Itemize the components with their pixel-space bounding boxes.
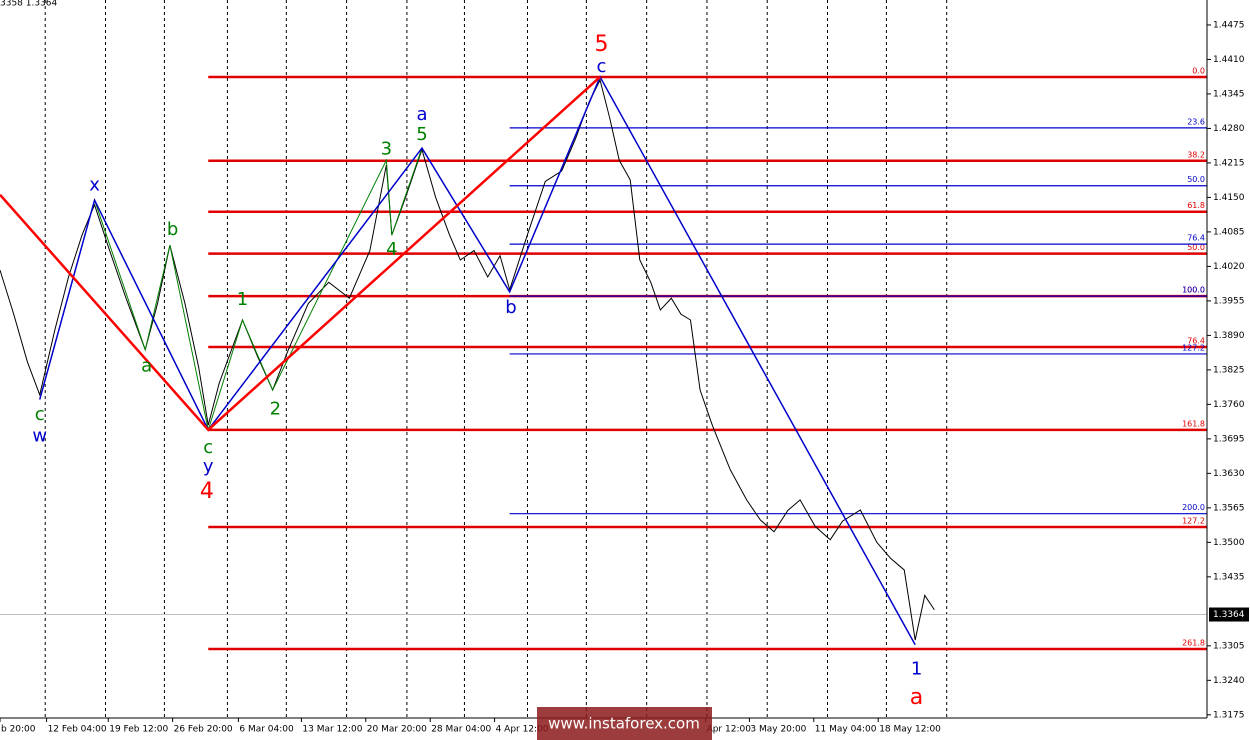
wave-label: a — [416, 104, 427, 125]
fib-label: 127.2 — [1182, 516, 1205, 525]
wave-label: w — [32, 426, 47, 447]
x-tick-label: 4 Apr 12:00 — [496, 725, 549, 735]
fib-label: 161.8 — [1182, 419, 1205, 428]
y-tick-label: 1.3695 — [1213, 434, 1245, 444]
x-tick-label: 20 Mar 20:00 — [367, 725, 427, 735]
x-tick-label: 12 Feb 04:00 — [48, 725, 107, 735]
x-tick-label: b 20:00 — [1, 725, 36, 735]
x-tick-label: 11 May 04:00 — [815, 725, 877, 735]
y-tick-label: 1.4150 — [1213, 193, 1245, 203]
wave-line — [94, 147, 423, 432]
fib-label: 50.0 — [1187, 175, 1205, 184]
fib-label: 76.4 — [1187, 234, 1205, 243]
y-tick-label: 1.4280 — [1213, 124, 1245, 134]
wave-label: b — [505, 297, 516, 318]
wave-label: y — [203, 456, 214, 477]
wave-label: 1 — [237, 289, 248, 310]
y-tick-label: 1.4345 — [1213, 89, 1245, 99]
wave-line — [0, 76, 601, 432]
x-tick-label: 26 Feb 20:00 — [174, 725, 233, 735]
wave-label: 4 — [200, 479, 214, 504]
fib-label: 38.2 — [1187, 150, 1205, 159]
x-tick-label: 3 May 20:00 — [750, 725, 806, 735]
y-tick-label: 1.3630 — [1213, 469, 1245, 479]
fib-label: 100.0 — [1182, 286, 1205, 295]
fib-label: 50.0 — [1187, 243, 1205, 252]
y-tick-label: 1.3500 — [1213, 538, 1245, 548]
y-tick-label: 1.3435 — [1213, 572, 1245, 582]
fib-label: 127.2 — [1182, 343, 1205, 352]
price-tag — [1209, 607, 1249, 622]
price-tag-label: 1.3364 — [1213, 610, 1245, 620]
watermark: www.instaforex.com — [548, 715, 700, 733]
fib-label: 200.0 — [1182, 503, 1205, 512]
corner-text: 3358 1.3364 — [0, 0, 58, 9]
fib-label: 61.8 — [1187, 201, 1205, 210]
wave-label: x — [89, 175, 100, 196]
y-tick-label: 1.3305 — [1213, 641, 1245, 651]
wave-label: 5 — [594, 32, 608, 57]
y-tick-label: 1.4020 — [1213, 262, 1245, 272]
x-tick-label: 13 Mar 12:00 — [302, 725, 362, 735]
wave-label: c — [35, 404, 45, 425]
wave-label: 2 — [270, 399, 281, 420]
y-tick-label: 1.3955 — [1213, 296, 1245, 306]
y-tick-label: 1.4410 — [1213, 55, 1245, 65]
wave-label: b — [167, 219, 178, 240]
wave-label: a — [910, 685, 923, 710]
fib-label: 76.4 — [1187, 337, 1205, 346]
x-tick-label: Apr 12:00 — [707, 725, 752, 735]
y-tick-label: 1.4215 — [1213, 158, 1245, 168]
y-tick-label: 1.4475 — [1213, 20, 1245, 30]
fib-label: 23.6 — [1187, 117, 1205, 126]
wave-label: a — [141, 356, 152, 377]
wave-label: c — [596, 56, 606, 77]
x-tick-label: 28 Mar 04:00 — [431, 725, 491, 735]
y-tick-label: 1.3760 — [1213, 400, 1245, 410]
fib-label: 261.8 — [1182, 639, 1205, 648]
y-tick-label: 1.3175 — [1213, 710, 1245, 720]
fib-label: 0.0 — [1192, 66, 1205, 75]
wave-label: 4 — [386, 239, 397, 260]
wave-label: c — [203, 437, 213, 458]
wave-label: 1 — [911, 659, 922, 680]
x-tick-label: 19 Feb 12:00 — [109, 725, 168, 735]
wave-label: 5 — [416, 124, 427, 145]
wave-label: 3 — [381, 139, 392, 160]
y-tick-label: 1.3890 — [1213, 331, 1245, 341]
watermark-box — [537, 707, 712, 740]
y-tick-label: 1.3565 — [1213, 503, 1245, 513]
x-tick-label: 6 Mar 04:00 — [239, 725, 294, 735]
x-tick-label: 18 May 12:00 — [879, 725, 941, 735]
y-tick-label: 1.3240 — [1213, 676, 1245, 686]
y-tick-label: 1.3825 — [1213, 365, 1245, 375]
y-tick-label: 1.4085 — [1213, 227, 1245, 237]
fib-label: 100.0 — [1182, 286, 1205, 295]
